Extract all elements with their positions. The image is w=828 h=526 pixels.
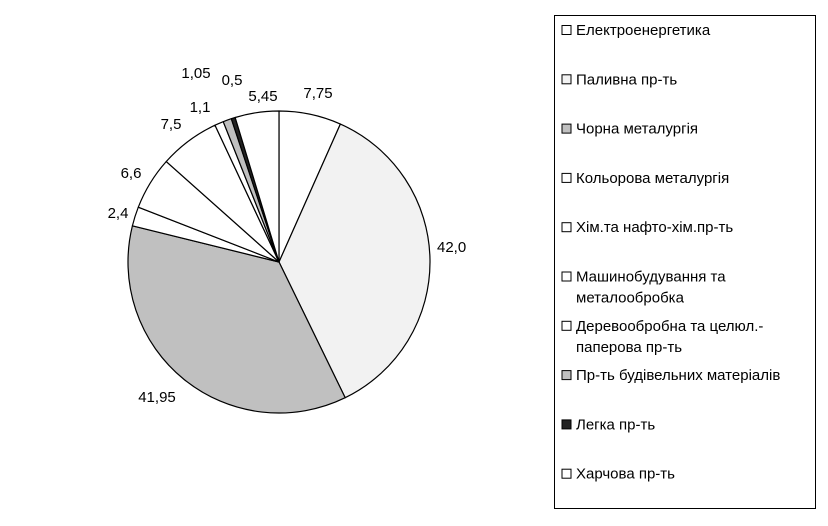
legend-swatch-5 (561, 222, 572, 233)
legend-swatch-10 (561, 468, 572, 479)
slice-value-label-7: 1,1 (190, 99, 211, 116)
legend-swatch-6 (561, 271, 572, 282)
slice-value-label-6: 7,5 (161, 116, 182, 133)
legend-label-9: Легка пр-ть (576, 416, 655, 433)
legend: Електроенергетика Паливна пр-ть Чорна мета… (561, 22, 780, 483)
slice-value-label-4: 2,4 (108, 205, 129, 222)
slice-value-label-3: 41,95 (138, 389, 176, 406)
slice-value-label-10: 5,45 (248, 88, 277, 105)
slice-value-label-8: 1,05 (181, 65, 210, 82)
legend-label-1: Електроенергетика (576, 22, 711, 39)
legend-label-6-line-2: металообробка (576, 290, 685, 307)
slice-value-label-2: 42,0 (437, 239, 466, 256)
slice-value-label-9: 0,5 (222, 72, 243, 89)
legend-label-7-line-1: Деревообробна та целюл.- (576, 318, 763, 335)
legend-label-8: Пр-ть будівельних матеріалів (576, 367, 780, 384)
legend-label-4: Кольорова металургія (576, 170, 729, 187)
legend-label-6-line-1: Машинобудування та (576, 269, 726, 286)
pie-slices (127, 110, 431, 414)
legend-swatch-9 (561, 419, 572, 430)
legend-swatch-8 (561, 370, 572, 381)
legend-label-3: Чорна металургія (576, 121, 698, 138)
slice-value-label-5: 6,6 (121, 165, 142, 182)
pie-value-labels: 7,75 42,0 41,95 2,4 6,6 7,5 1,1 1,05 0,5 5,45 (108, 65, 467, 406)
legend-swatch-1 (561, 25, 572, 35)
legend-label-10: Харчова пр-ть (576, 466, 675, 483)
legend-label-7-line-2: паперова пр-ть (576, 339, 682, 356)
legend-swatch-2 (561, 74, 572, 85)
legend-swatch-7 (561, 320, 572, 331)
slice-value-label-1: 7,75 (303, 85, 332, 102)
pie-slice-10 (234, 110, 280, 263)
legend-swatch-3 (561, 123, 572, 134)
pie-slice-2 (278, 123, 431, 399)
pie-slice-3 (127, 225, 346, 414)
legend-label-5: Хім.та нафто-хім.пр-ть (576, 219, 733, 236)
legend-label-2: Паливна пр-ть (576, 71, 677, 88)
legend-swatch-4 (561, 172, 572, 183)
legend-box (554, 15, 816, 509)
